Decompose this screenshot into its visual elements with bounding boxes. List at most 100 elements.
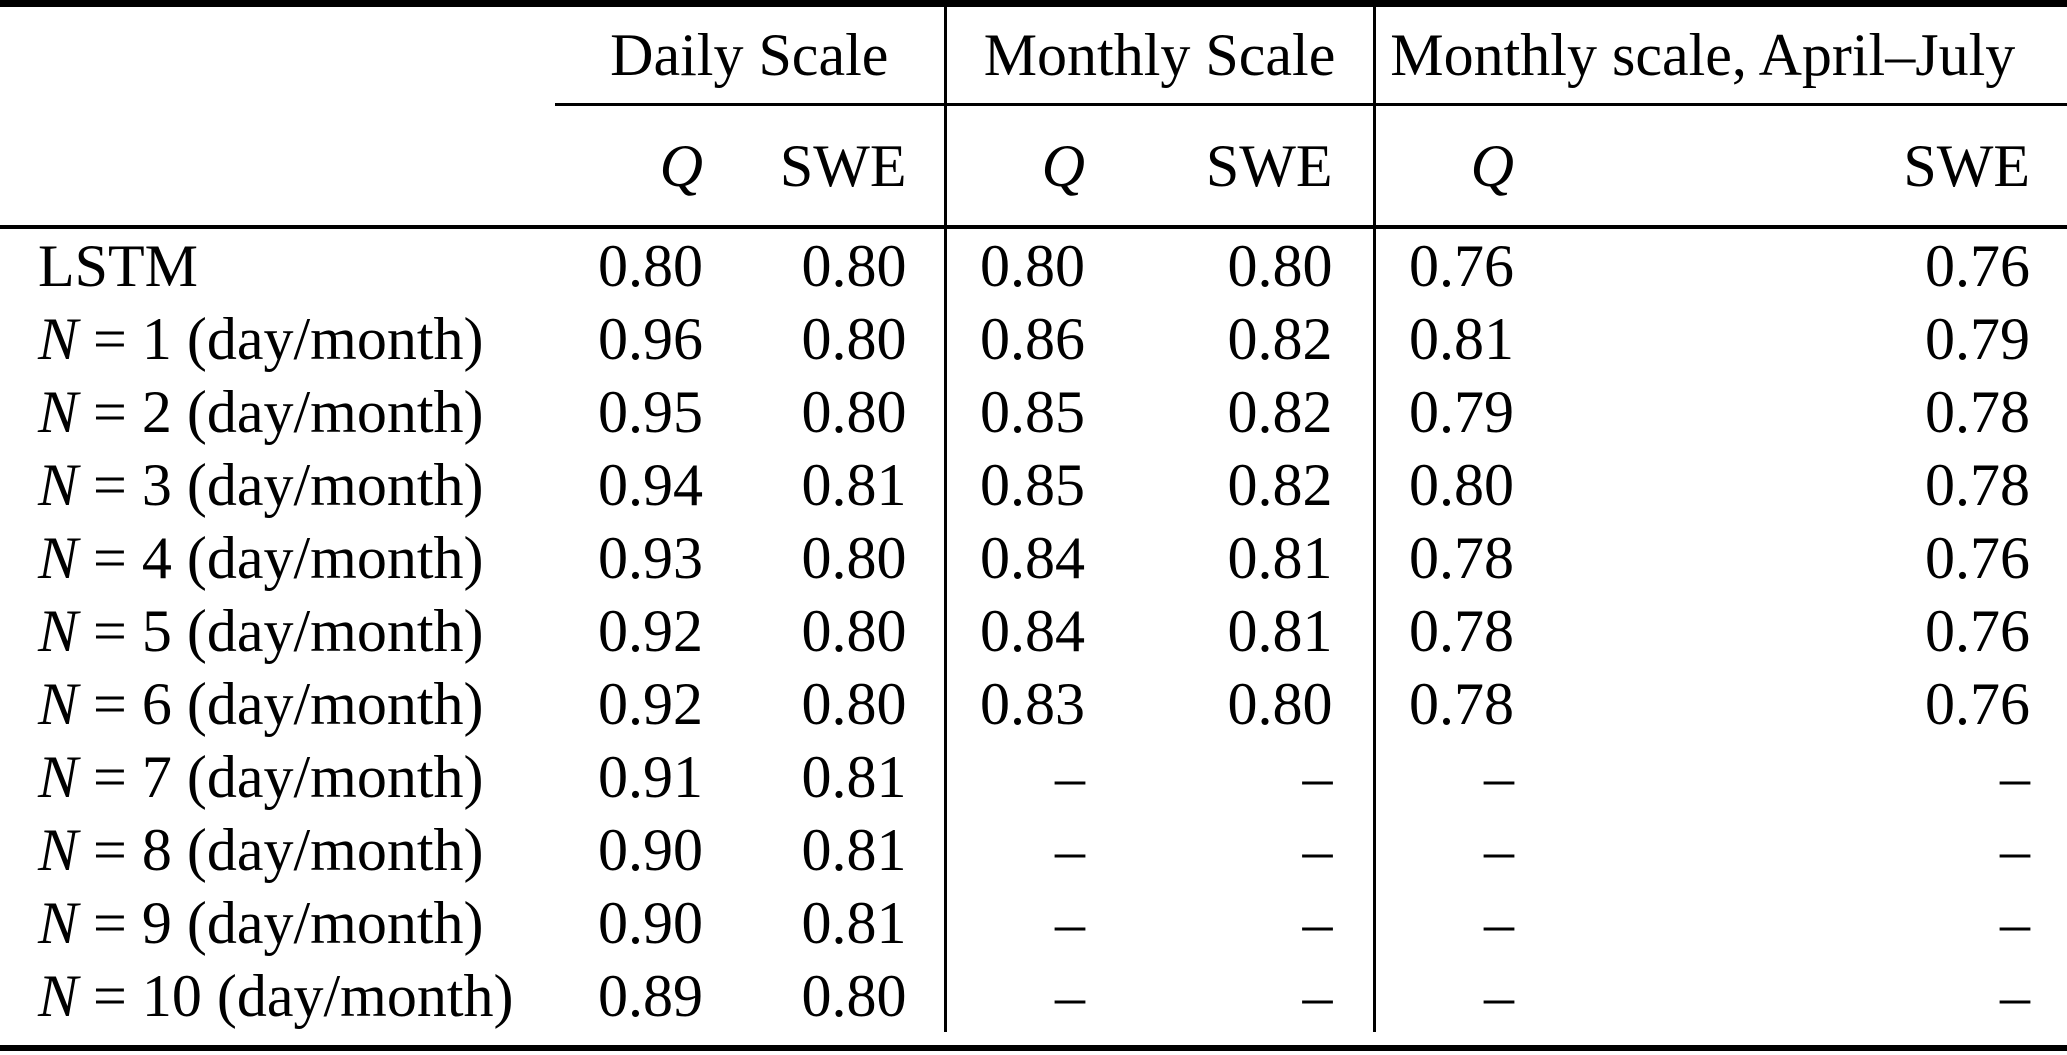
cell-daily-swe: 0.80 <box>705 959 947 1032</box>
cell-daily-q: 0.96 <box>598 305 703 372</box>
cell-daily-q: 0.91 <box>598 743 703 810</box>
row-label-text: = 8 (day/month) <box>78 816 484 883</box>
row-label-italic: N <box>38 962 79 1029</box>
cell-april-july-q: 0.78 <box>1409 670 1515 737</box>
row-label-text: = 7 (day/month) <box>78 743 484 810</box>
subheader-daily-q: Q <box>555 104 705 229</box>
row-label: N = 6 (day/month) <box>0 667 555 740</box>
cell-monthly-swe: 0.80 <box>1090 667 1376 740</box>
table-row: N = 3 (day/month) 0.94 0.81 0.85 0.82 0.… <box>0 448 2067 521</box>
bottom-spacer-row <box>0 1032 2067 1048</box>
cell-monthly-q: 0.83 <box>980 670 1086 737</box>
cell-april-july-q: – <box>1484 889 1515 956</box>
cell-monthly-q: 0.84 <box>980 597 1086 664</box>
row-label-italic: N <box>38 670 79 737</box>
cell-monthly-q: – <box>1055 889 1086 956</box>
cell-daily-swe: 0.80 <box>705 594 947 667</box>
cell-april-july-q: 0.78 <box>1409 597 1515 664</box>
cell-april-july-q: – <box>1484 816 1515 883</box>
table-row: N = 9 (day/month) 0.90 0.81 – – – – <box>0 886 2067 959</box>
cell-monthly-swe: 0.80 <box>1090 227 1376 302</box>
table-row: N = 4 (day/month) 0.93 0.80 0.84 0.81 0.… <box>0 521 2067 594</box>
table-row: N = 2 (day/month) 0.95 0.80 0.85 0.82 0.… <box>0 375 2067 448</box>
row-label: N = 5 (day/month) <box>0 594 555 667</box>
cell-april-july-swe: – <box>2000 743 2031 810</box>
subheader-row: Q SWE Q SWE Q SWE <box>0 104 2067 229</box>
cell-april-july-q: 0.79 <box>1409 378 1515 445</box>
row-label-italic: N <box>38 889 79 956</box>
row-label-text: = 2 (day/month) <box>78 378 484 445</box>
row-label-italic: N <box>38 305 79 372</box>
table-footer <box>0 1032 2067 1048</box>
cell-daily-swe: 0.81 <box>705 740 947 813</box>
row-label-text: = 6 (day/month) <box>78 670 484 737</box>
subheader-monthly-swe: SWE <box>1090 104 1376 229</box>
row-label: N = 3 (day/month) <box>0 448 555 521</box>
table-row: LSTM 0.80 0.80 0.80 0.80 0.76 0.76 <box>0 227 2067 302</box>
row-label-text: = 9 (day/month) <box>78 889 484 956</box>
row-label: N = 1 (day/month) <box>0 302 555 375</box>
cell-april-july-q: 0.80 <box>1409 451 1515 518</box>
group-header-daily: Daily Scale <box>555 3 947 106</box>
row-label-text: = 3 (day/month) <box>78 451 484 518</box>
row-label-italic: N <box>38 597 79 664</box>
cell-daily-swe: 0.80 <box>705 521 947 594</box>
group-header-april-july: Monthly scale, April–July <box>1374 3 2067 106</box>
cell-monthly-swe: – <box>1090 740 1376 813</box>
row-label-italic: N <box>38 524 79 591</box>
cell-monthly-swe: 0.81 <box>1090 594 1376 667</box>
table-row: N = 5 (day/month) 0.92 0.80 0.84 0.81 0.… <box>0 594 2067 667</box>
cell-daily-q: 0.93 <box>598 524 703 591</box>
cell-april-july-q: 0.81 <box>1409 305 1515 372</box>
cell-monthly-q: – <box>1055 816 1086 883</box>
cell-april-july-q: – <box>1484 962 1515 1029</box>
table-body: LSTM 0.80 0.80 0.80 0.80 0.76 0.76 N = 1… <box>0 227 2067 1032</box>
cell-april-july-swe: 0.76 <box>1925 670 2031 737</box>
cell-daily-q: 0.90 <box>598 889 703 956</box>
cell-daily-swe: 0.80 <box>705 375 947 448</box>
subheader-april-july-swe: SWE <box>1520 104 2067 229</box>
cell-monthly-swe: 0.82 <box>1090 302 1376 375</box>
cell-daily-swe: 0.80 <box>705 302 947 375</box>
row-label-italic: N <box>38 816 79 883</box>
row-label-italic: N <box>38 743 79 810</box>
corner-cell <box>0 4 555 105</box>
cell-april-july-swe: 0.78 <box>1925 378 2031 445</box>
table-row: N = 8 (day/month) 0.90 0.81 – – – – <box>0 813 2067 886</box>
cell-april-july-swe: 0.76 <box>1925 524 2031 591</box>
cell-daily-q: 0.90 <box>598 816 703 883</box>
cell-daily-swe: 0.80 <box>705 667 947 740</box>
cell-april-july-swe: 0.79 <box>1925 305 2031 372</box>
cell-april-july-swe: – <box>2000 816 2031 883</box>
row-label-text: = 1 (day/month) <box>78 305 484 372</box>
cell-monthly-swe: 0.82 <box>1090 375 1376 448</box>
cell-april-july-q: – <box>1484 743 1515 810</box>
table-row: N = 10 (day/month) 0.89 0.80 – – – – <box>0 959 2067 1032</box>
cell-april-july-q: 0.76 <box>1409 232 1515 299</box>
row-label: N = 2 (day/month) <box>0 375 555 448</box>
cell-april-july-q: 0.78 <box>1409 524 1515 591</box>
row-label-italic: N <box>38 451 79 518</box>
cell-monthly-q: 0.84 <box>980 524 1086 591</box>
cell-april-july-swe: 0.76 <box>1925 597 2031 664</box>
cell-monthly-swe: 0.81 <box>1090 521 1376 594</box>
cell-daily-swe: 0.81 <box>705 886 947 959</box>
cell-daily-q: 0.95 <box>598 378 703 445</box>
subheader-monthly-q: Q <box>945 104 1091 229</box>
row-label-italic: N <box>38 378 79 445</box>
cell-monthly-q: 0.85 <box>980 378 1086 445</box>
cell-april-july-swe: – <box>2000 962 2031 1029</box>
cell-daily-q: 0.89 <box>598 962 703 1029</box>
cell-monthly-q: 0.85 <box>980 451 1086 518</box>
cell-daily-q: 0.92 <box>598 597 703 664</box>
cell-april-july-swe: 0.78 <box>1925 451 2031 518</box>
cell-monthly-q: 0.86 <box>980 305 1086 372</box>
row-label-text: = 4 (day/month) <box>78 524 484 591</box>
cell-daily-swe: 0.80 <box>705 227 947 302</box>
row-label-text: LSTM <box>38 232 199 299</box>
cell-april-july-swe: – <box>2000 889 2031 956</box>
cell-daily-swe: 0.81 <box>705 813 947 886</box>
table-row: N = 1 (day/month) 0.96 0.80 0.86 0.82 0.… <box>0 302 2067 375</box>
